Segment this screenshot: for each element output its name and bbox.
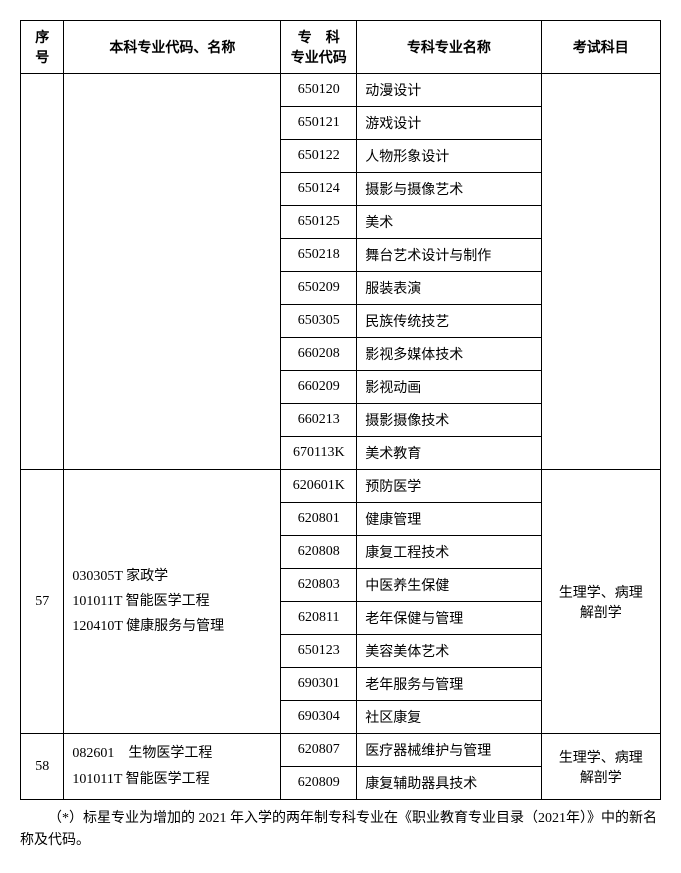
cell-major: 预防医学 <box>357 470 541 503</box>
cell-major: 影视多媒体技术 <box>357 338 541 371</box>
cell-major: 摄影摄像技术 <box>357 404 541 437</box>
cell-code: 620808 <box>281 536 357 569</box>
cell-code: 650123 <box>281 635 357 668</box>
header-row: 序号 本科专业代码、名称 专 科 专业代码 专科专业名称 考试科目 <box>21 21 661 74</box>
bachelor-line: 030305T 家政学 <box>72 564 272 589</box>
cell-major: 美容美体艺术 <box>357 635 541 668</box>
cell-major: 动漫设计 <box>357 74 541 107</box>
cell-seq-empty <box>21 74 64 470</box>
cell-major: 人物形象设计 <box>357 140 541 173</box>
exam-line: 解剖学 <box>550 602 652 622</box>
header-bachelor: 本科专业代码、名称 <box>64 21 281 74</box>
table-row: 58 082601 生物医学工程 101011T 智能医学工程 620807 医… <box>21 734 661 767</box>
bachelor-line: 101011T 智能医学工程 <box>72 589 272 614</box>
majors-table: 序号 本科专业代码、名称 专 科 专业代码 专科专业名称 考试科目 650120… <box>20 20 661 800</box>
table-body: 650120 动漫设计 650121 游戏设计 650122 人物形象设计 65… <box>21 74 661 800</box>
cell-major: 康复工程技术 <box>357 536 541 569</box>
header-exam: 考试科目 <box>541 21 660 74</box>
cell-major: 健康管理 <box>357 503 541 536</box>
exam-line: 生理学、病理 <box>550 582 652 602</box>
header-code: 专 科 专业代码 <box>281 21 357 74</box>
cell-code: 650209 <box>281 272 357 305</box>
cell-major: 社区康复 <box>357 701 541 734</box>
cell-major: 舞台艺术设计与制作 <box>357 239 541 272</box>
cell-code: 620811 <box>281 602 357 635</box>
cell-code: 660213 <box>281 404 357 437</box>
bachelor-line: 120410T 健康服务与管理 <box>72 614 272 639</box>
cell-code: 620801 <box>281 503 357 536</box>
exam-line: 解剖学 <box>550 767 652 787</box>
header-code-line1: 专 科 <box>289 27 348 47</box>
cell-code: 620807 <box>281 734 357 767</box>
cell-code: 620803 <box>281 569 357 602</box>
bachelor-line: 101011T 智能医学工程 <box>72 767 272 792</box>
cell-code: 650305 <box>281 305 357 338</box>
cell-major: 影视动画 <box>357 371 541 404</box>
cell-major: 老年服务与管理 <box>357 668 541 701</box>
cell-major: 美术教育 <box>357 437 541 470</box>
cell-major: 摄影与摄像艺术 <box>357 173 541 206</box>
cell-code: 650121 <box>281 107 357 140</box>
cell-bachelor-empty <box>64 74 281 470</box>
cell-major: 医疗器械维护与管理 <box>357 734 541 767</box>
cell-code: 690304 <box>281 701 357 734</box>
cell-code: 620809 <box>281 767 357 800</box>
cell-code: 670113K <box>281 437 357 470</box>
footnote: （*）标星专业为增加的 2021 年入学的两年制专科专业在《职业教育专业目录（2… <box>20 808 661 853</box>
cell-major: 民族传统技艺 <box>357 305 541 338</box>
cell-exam-empty <box>541 74 660 470</box>
cell-code: 650122 <box>281 140 357 173</box>
header-seq: 序号 <box>21 21 64 74</box>
cell-major: 中医养生保健 <box>357 569 541 602</box>
table-row: 57 030305T 家政学 101011T 智能医学工程 120410T 健康… <box>21 470 661 503</box>
cell-major: 服装表演 <box>357 272 541 305</box>
cell-major: 美术 <box>357 206 541 239</box>
cell-code: 690301 <box>281 668 357 701</box>
cell-code: 650124 <box>281 173 357 206</box>
cell-seq: 58 <box>21 734 64 800</box>
cell-bachelor: 082601 生物医学工程 101011T 智能医学工程 <box>64 734 281 800</box>
cell-bachelor: 030305T 家政学 101011T 智能医学工程 120410T 健康服务与… <box>64 470 281 734</box>
cell-exam: 生理学、病理 解剖学 <box>541 734 660 800</box>
cell-code: 620601K <box>281 470 357 503</box>
cell-code: 650120 <box>281 74 357 107</box>
table-header: 序号 本科专业代码、名称 专 科 专业代码 专科专业名称 考试科目 <box>21 21 661 74</box>
cell-code: 650218 <box>281 239 357 272</box>
exam-line: 生理学、病理 <box>550 747 652 767</box>
header-major: 专科专业名称 <box>357 21 541 74</box>
bachelor-line: 082601 生物医学工程 <box>72 741 272 766</box>
table-row: 650120 动漫设计 <box>21 74 661 107</box>
cell-seq: 57 <box>21 470 64 734</box>
header-code-line2: 专业代码 <box>289 47 348 67</box>
cell-code: 660208 <box>281 338 357 371</box>
cell-major: 康复辅助器具技术 <box>357 767 541 800</box>
cell-code: 660209 <box>281 371 357 404</box>
cell-code: 650125 <box>281 206 357 239</box>
page: 序号 本科专业代码、名称 专 科 专业代码 专科专业名称 考试科目 650120… <box>20 20 661 853</box>
cell-major: 老年保健与管理 <box>357 602 541 635</box>
cell-exam: 生理学、病理 解剖学 <box>541 470 660 734</box>
cell-major: 游戏设计 <box>357 107 541 140</box>
